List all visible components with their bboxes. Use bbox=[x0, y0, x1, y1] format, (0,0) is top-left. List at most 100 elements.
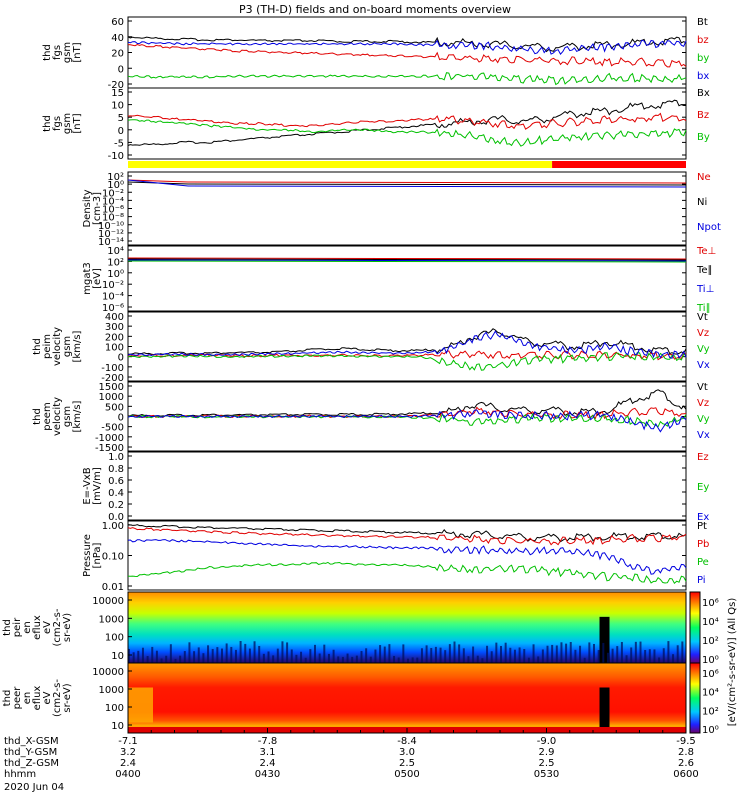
ion-velocity-ytick: 400 bbox=[105, 312, 124, 323]
ion-spectrogram-speckle bbox=[625, 655, 628, 663]
ion-spectrogram-speckle bbox=[411, 657, 414, 663]
zgsm-value: 2.6 bbox=[678, 758, 694, 769]
ion-spectrogram-speckle bbox=[379, 645, 382, 663]
ion-spectrogram-speckle bbox=[388, 644, 391, 663]
ion-spectrogram-speckle bbox=[588, 642, 591, 663]
ion-spectrogram-speckle bbox=[146, 656, 149, 663]
fgs-components-ytick: 10 bbox=[111, 101, 124, 112]
ion-spectrogram-speckle bbox=[504, 642, 507, 663]
orbit-label: thd_Z-GSM bbox=[4, 758, 59, 769]
colorbar-tick: 10² bbox=[702, 706, 719, 717]
ion-spectrogram-speckle bbox=[569, 642, 572, 663]
efield-legend-Ez: Ez bbox=[697, 452, 709, 463]
ion-velocity-ytick: 100 bbox=[105, 343, 124, 354]
efield-ylabel: [mV/m] bbox=[92, 467, 103, 505]
ion-spectrogram-speckle bbox=[225, 643, 228, 663]
ion-spectrogram-speckle bbox=[565, 643, 568, 663]
fgs-btot-series-bx bbox=[127, 39, 687, 55]
ion-spectrogram-speckle bbox=[221, 648, 223, 663]
electron-spectrogram-ylabel: en bbox=[22, 692, 33, 705]
ion-spectrogram-speckle bbox=[537, 656, 540, 663]
ion-spectrogram-speckle bbox=[281, 641, 284, 663]
temperature-frame bbox=[127, 245, 687, 312]
ion-spectrogram-speckle bbox=[448, 644, 451, 663]
ion-spectrogram-speckle bbox=[207, 645, 210, 663]
ion-spectrogram-speckle bbox=[462, 648, 465, 663]
electron-velocity-ytick: -1500 bbox=[95, 443, 124, 454]
ion-spectrogram-speckle bbox=[500, 645, 502, 663]
ion-spectrogram-speckle bbox=[481, 658, 484, 663]
ion-velocity-ylabel: [km/s] bbox=[72, 330, 83, 362]
ion-spectrogram-ylabel: eV bbox=[42, 621, 53, 634]
pressure-series-Pt bbox=[127, 524, 687, 543]
time-tick-label: 0400 bbox=[115, 769, 140, 780]
time-tick-label: 0530 bbox=[534, 769, 559, 780]
fgs-btot-legend-bx: bx bbox=[697, 71, 709, 82]
colorbar-tick: 10⁰ bbox=[702, 655, 719, 666]
ion-spectrogram-speckle bbox=[630, 647, 633, 663]
ion-spectrogram-speckle bbox=[258, 645, 261, 663]
temperature-series-Te∥ bbox=[127, 258, 687, 261]
fgs-components-ytick: -10 bbox=[108, 151, 124, 162]
efield-frame bbox=[127, 451, 687, 521]
chart-title: P3 (TH-D) fields and on-board moments ov… bbox=[239, 3, 511, 16]
ion-spectrogram-speckle bbox=[360, 650, 363, 663]
fgs-btot-series-bz bbox=[127, 43, 687, 68]
ion-spectrogram-speckle bbox=[662, 648, 665, 663]
ion-spectrogram-speckle bbox=[430, 647, 433, 663]
ion-velocity-ytick: -200 bbox=[101, 373, 124, 384]
ion-spectrogram-speckle bbox=[295, 654, 298, 663]
ion-spectrogram-ytick: 100 bbox=[105, 633, 124, 644]
ion-spectrogram-speckle bbox=[672, 654, 675, 663]
density-ytick: 10⁻¹⁴ bbox=[98, 237, 124, 248]
ion-spectrogram-speckle bbox=[620, 641, 623, 663]
pressure-series-Pi bbox=[127, 539, 687, 575]
ion-velocity-series-Vx bbox=[127, 330, 687, 359]
density-series-Npot-tail bbox=[187, 185, 687, 188]
ion-spectrogram-gap bbox=[599, 616, 610, 663]
ion-spectrogram-speckle bbox=[230, 646, 233, 663]
ion-velocity-ytick: 300 bbox=[105, 322, 124, 333]
ion-spectrogram-speckle bbox=[183, 651, 186, 663]
ion-spectrogram-speckle bbox=[676, 645, 679, 663]
ion-spectrogram-speckle bbox=[346, 653, 349, 663]
fgs-components-ylabel: gsm bbox=[62, 113, 73, 134]
pressure-legend-Pi: Pi bbox=[697, 575, 706, 586]
electron-velocity-ytick: 1000 bbox=[99, 392, 124, 403]
pressure-ylabel: [nPa] bbox=[92, 542, 103, 568]
fgs-components-ylabel: fgs bbox=[52, 116, 63, 131]
temperature-legend-Ti⊥: Ti⊥ bbox=[696, 284, 714, 295]
ion-spectrogram-speckle bbox=[555, 645, 558, 663]
colorbar-tick: 10² bbox=[702, 636, 719, 647]
ygsm-value: 3.1 bbox=[260, 747, 276, 758]
fgs-components-ytick: 15 bbox=[111, 88, 124, 99]
ion-spectrogram-speckle bbox=[527, 657, 530, 663]
temperature-legend-Ti∥: Ti∥ bbox=[696, 303, 711, 314]
ion-spectrogram-speckle bbox=[314, 644, 316, 663]
ion-spectrogram-speckle bbox=[262, 653, 265, 663]
ion-velocity-legend-Vt: Vt bbox=[697, 312, 708, 323]
efield-ytick: 0.8 bbox=[108, 464, 124, 475]
colorbar-tick: 10⁴ bbox=[702, 617, 719, 628]
efield-ytick: 0.2 bbox=[108, 500, 124, 511]
time-tick-label: 0430 bbox=[255, 769, 280, 780]
ion-spectrogram-speckle bbox=[579, 645, 582, 663]
density-ylabel: [cm-3] bbox=[92, 192, 103, 225]
fgs-btot-ylabel: fgs bbox=[52, 45, 63, 60]
ion-velocity-ytick: 0 bbox=[118, 353, 124, 364]
ion-spectrogram-speckle bbox=[583, 657, 586, 663]
ion-spectrogram-speckle bbox=[420, 648, 423, 663]
electron-velocity-ytick: -1000 bbox=[95, 433, 124, 444]
mode-bar-segment bbox=[552, 161, 686, 168]
ion-spectrogram-speckle bbox=[667, 641, 670, 663]
pressure-ytick: 1.00 bbox=[102, 521, 124, 532]
ion-spectrogram-speckle bbox=[397, 657, 400, 663]
density-ytick: 10⁻² bbox=[102, 188, 124, 199]
density-series-Ne-tail bbox=[187, 181, 687, 184]
fgs-components-ytick: 5 bbox=[118, 113, 124, 124]
ion-spectrogram-speckle bbox=[248, 648, 251, 663]
zgsm-value: 2.5 bbox=[539, 758, 555, 769]
fgs-components-ytick: 0 bbox=[118, 126, 124, 137]
density-series-Ni-tail bbox=[187, 183, 687, 186]
ion-spectrogram-speckle bbox=[300, 651, 303, 663]
